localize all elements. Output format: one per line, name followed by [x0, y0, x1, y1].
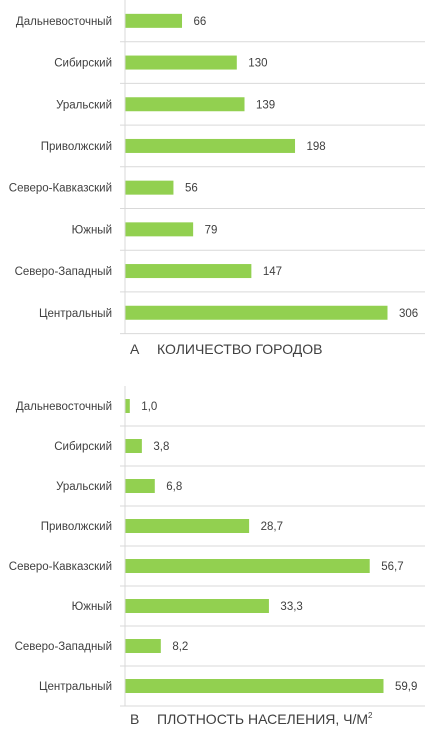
category-label: Дальневосточный	[16, 16, 112, 28]
bar	[125, 305, 388, 320]
value-label: 147	[263, 266, 282, 278]
bar	[125, 222, 194, 237]
panel-letter: А	[130, 341, 140, 357]
bar	[125, 138, 296, 153]
bar	[125, 13, 183, 28]
value-label: 1,0	[141, 401, 157, 413]
value-label: 130	[248, 58, 267, 70]
category-label: Южный	[72, 601, 112, 613]
value-label: 56,7	[381, 561, 403, 573]
category-label: Северо-Западный	[15, 266, 112, 278]
chart-panel-a: Дальневосточный 66 Сибирский 130 Уральский 13…	[9, 0, 425, 357]
bar	[125, 97, 245, 112]
bar	[125, 679, 384, 693]
bar	[125, 639, 161, 653]
bar	[125, 479, 155, 493]
category-label: Уральский	[56, 99, 112, 111]
category-label: Южный	[72, 224, 112, 236]
bar	[125, 559, 370, 573]
chart-caption-text: КОЛИЧЕСТВО ГОРОДОВ	[157, 341, 323, 357]
value-label: 33,3	[280, 601, 302, 613]
category-label: Дальневосточный	[16, 401, 112, 413]
bar	[125, 264, 252, 279]
bar	[125, 180, 174, 195]
category-label: Центральный	[39, 681, 112, 693]
category-label: Северо-Кавказский	[9, 561, 112, 573]
bar	[125, 399, 130, 413]
bar	[125, 439, 142, 453]
value-label: 6,8	[166, 481, 182, 493]
value-label: 59,9	[395, 681, 417, 693]
value-label: 3,8	[153, 441, 169, 453]
chart-caption-text: ПЛОТНОСТЬ НАСЕЛЕНИЯ, Ч/М	[157, 711, 368, 727]
category-label: Приволжский	[41, 521, 112, 533]
category-label: Центральный	[39, 308, 112, 320]
category-label: Сибирский	[54, 58, 112, 70]
category-label: Приволжский	[41, 141, 112, 153]
category-label: Северо-Кавказский	[9, 183, 112, 195]
value-label: 8,2	[172, 641, 188, 653]
panel-letter: В	[130, 711, 139, 727]
chart-panel-b: Дальневосточный 1,0 Сибирский 3,8 Уральский 6…	[9, 386, 425, 727]
value-label: 198	[307, 141, 326, 153]
bar	[125, 599, 269, 613]
value-label: 306	[399, 308, 418, 320]
value-label: 139	[256, 99, 275, 111]
bar	[125, 55, 237, 70]
caption-superscript: 2	[368, 711, 373, 720]
category-label: Уральский	[56, 481, 112, 493]
chart-caption: ПЛОТНОСТЬ НАСЕЛЕНИЯ, Ч/М2	[157, 711, 373, 727]
value-label: 56	[185, 183, 198, 195]
value-label: 66	[194, 16, 207, 28]
value-label: 28,7	[261, 521, 283, 533]
category-label: Сибирский	[54, 441, 112, 453]
value-label: 79	[205, 224, 218, 236]
bar	[125, 519, 250, 533]
chart-caption: КОЛИЧЕСТВО ГОРОДОВ	[157, 341, 323, 357]
category-label: Северо-Западный	[15, 641, 112, 653]
